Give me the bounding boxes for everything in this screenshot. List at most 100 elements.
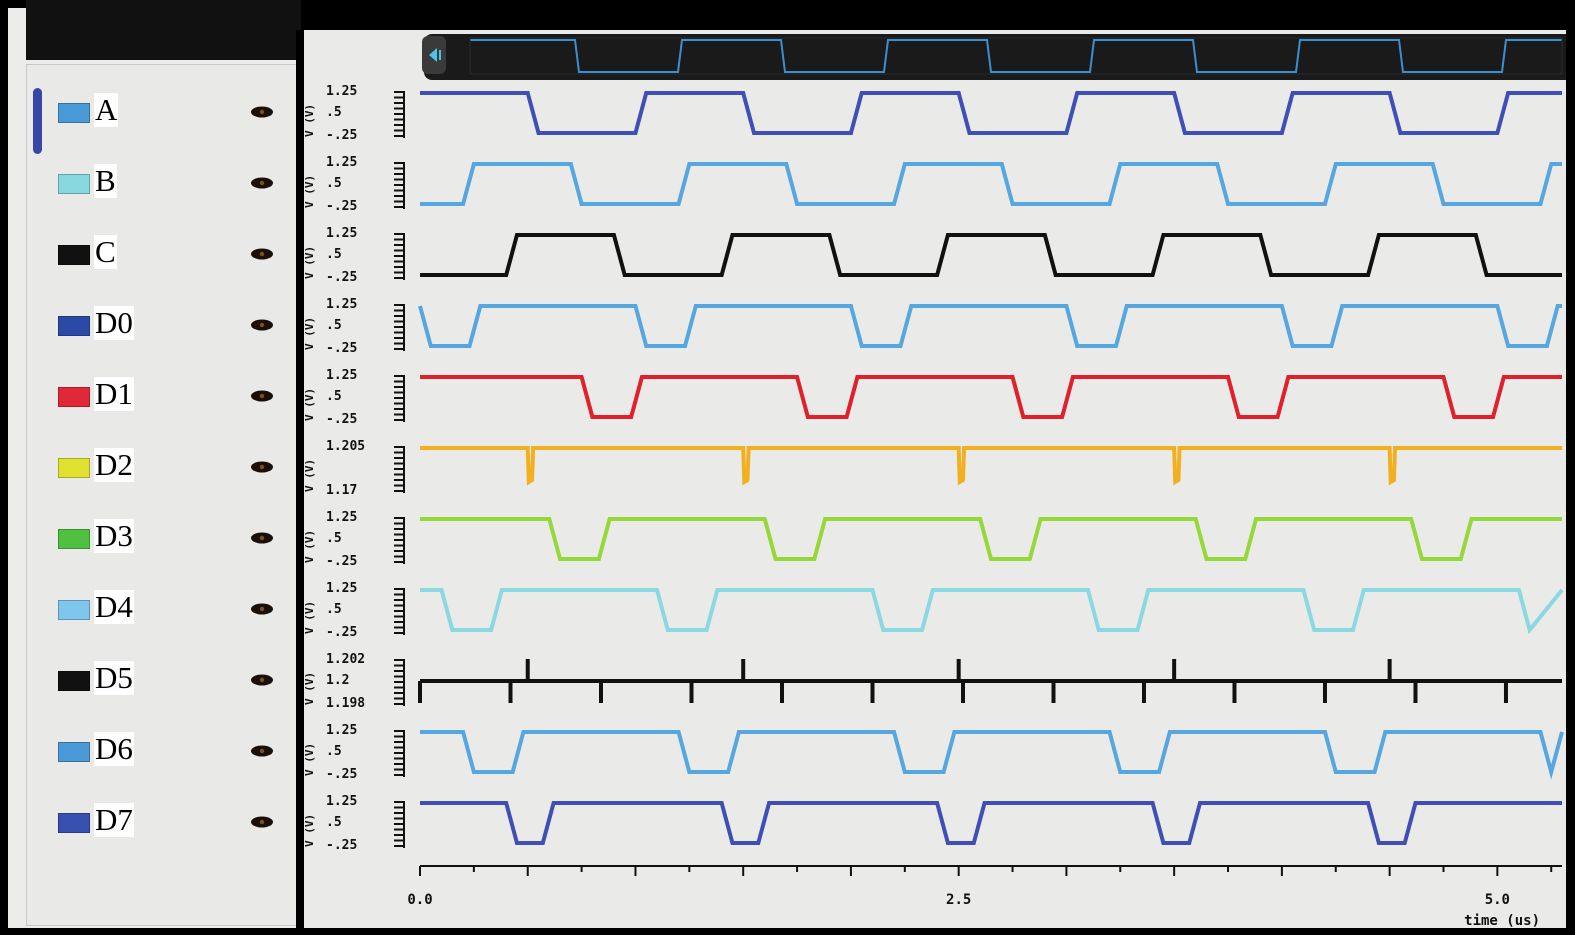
waveform-d6: V (V) 1.25 .5 -.25 (303, 723, 1564, 782)
signal-row-d1[interactable]: D1 (58, 377, 288, 411)
signal-name: C (94, 234, 117, 269)
y-unit-label: V (V) (303, 743, 316, 776)
signal-name: B (94, 163, 117, 198)
eye-icon[interactable] (250, 603, 274, 615)
y-tick-label: .5 (326, 602, 342, 617)
signal-color-swatch[interactable] (58, 529, 90, 549)
y-tick-label: .5 (326, 318, 342, 333)
trace-line (420, 588, 1564, 635)
eye-icon[interactable] (250, 106, 274, 118)
signal-color-swatch[interactable] (58, 600, 90, 620)
x-axis: 0.0 2.5 5.0 time (us) (407, 865, 1562, 929)
y-tick-label: 1.17 (326, 483, 357, 498)
signal-row-d6[interactable]: D6 (58, 732, 288, 766)
trace-line (420, 730, 1564, 780)
y-unit-label: V (V) (303, 672, 316, 705)
signal-name: A (94, 92, 119, 127)
waveform-d4: V (V) 1.25 .5 -.25 (303, 581, 1564, 640)
sidebar-title-bar (26, 0, 301, 60)
eye-icon[interactable] (250, 532, 274, 544)
signal-color-swatch[interactable] (58, 245, 90, 265)
eye-icon[interactable] (250, 674, 274, 686)
waveform-d7: V (V) 1.25 .5 -.25 (303, 794, 1562, 853)
signal-row-b[interactable]: B (58, 164, 288, 198)
signal-row-d4[interactable]: D4 (58, 590, 288, 624)
waveform-c: V (V) 1.25 .5 -.25 (303, 226, 1562, 285)
y-tick-label: 1.25 (326, 723, 357, 738)
y-tick-label: -.25 (326, 270, 357, 285)
signal-list-scrollbar[interactable] (33, 88, 42, 154)
overview-frame (469, 37, 1563, 75)
signal-row-d5[interactable]: D5 (58, 661, 288, 695)
signal-color-swatch[interactable] (58, 742, 90, 762)
signal-color-swatch[interactable] (58, 671, 90, 691)
eye-icon[interactable] (250, 319, 274, 331)
trace-line (420, 375, 1562, 419)
signal-color-swatch[interactable] (58, 458, 90, 478)
overview-line (470, 39, 1562, 73)
trace-line (420, 801, 1562, 845)
y-tick-label: -.25 (326, 625, 357, 640)
trace-line (420, 233, 1562, 277)
signal-row-d2[interactable]: D2 (58, 448, 288, 482)
eye-icon[interactable] (250, 390, 274, 402)
panel-splitter[interactable] (296, 30, 304, 928)
arrow-left-icon (429, 48, 441, 62)
y-tick-label: .5 (326, 247, 342, 262)
y-unit-label: V (V) (303, 104, 316, 137)
eye-icon[interactable] (250, 248, 274, 260)
signal-row-c[interactable]: C (58, 235, 288, 269)
y-tick-label: .5 (326, 105, 342, 120)
signal-color-swatch[interactable] (58, 316, 90, 336)
trace-line (420, 162, 1562, 206)
y-tick-label: 1.25 (326, 155, 357, 170)
signal-row-d7[interactable]: D7 (58, 803, 288, 837)
waveform-d0: V (V) 1.25 .5 -.25 (303, 297, 1562, 356)
x-axis-label: time (us) (1464, 913, 1540, 929)
x-tick-label: 0.0 (407, 892, 432, 908)
waveform-plot-area[interactable] (304, 30, 1566, 928)
y-tick-label: -.25 (326, 199, 357, 214)
y-tick-label: .5 (326, 815, 342, 830)
eye-icon[interactable] (250, 745, 274, 757)
collapse-button[interactable] (422, 36, 446, 74)
x-tick-label: 5.0 (1485, 892, 1510, 908)
y-tick-label: -.25 (326, 128, 357, 143)
signal-name: D6 (94, 731, 134, 766)
y-unit-label: V (V) (303, 388, 316, 421)
y-tick-label: 1.205 (326, 439, 365, 454)
y-tick-label: 1.202 (326, 652, 365, 667)
overview-trace (469, 37, 1563, 75)
y-tick-label: -.25 (326, 412, 357, 427)
y-unit-label: V (V) (303, 814, 316, 847)
eye-icon[interactable] (250, 816, 274, 828)
waveform-d1: V (V) 1.25 .5 -.25 (303, 368, 1562, 427)
signal-row-d0[interactable]: D0 (58, 306, 288, 340)
signal-name: D1 (94, 376, 134, 411)
y-unit-label: V (V) (303, 601, 316, 634)
eye-icon[interactable] (250, 177, 274, 189)
y-tick-label: 1.25 (326, 510, 357, 525)
signal-name: D7 (94, 802, 134, 837)
y-tick-label: .5 (326, 531, 342, 546)
waveform-b: V (V) 1.25 .5 -.25 (303, 155, 1562, 214)
signal-name: D5 (94, 660, 134, 695)
y-unit-label: V (V) (303, 246, 316, 279)
signal-name: D2 (94, 447, 134, 482)
signal-row-d3[interactable]: D3 (58, 519, 288, 553)
signal-color-swatch[interactable] (58, 813, 90, 833)
waveform-d3: V (V) 1.25 .5 -.25 (303, 510, 1562, 569)
signal-name: D3 (94, 518, 134, 553)
signal-color-swatch[interactable] (58, 387, 90, 407)
signal-color-swatch[interactable] (58, 103, 90, 123)
y-tick-label: 1.25 (326, 794, 357, 809)
eye-icon[interactable] (250, 461, 274, 473)
y-tick-label: 1.25 (326, 226, 357, 241)
signal-name: D0 (94, 305, 134, 340)
y-tick-label: -.25 (326, 767, 357, 782)
y-unit-label: V (V) (303, 175, 316, 208)
signal-color-swatch[interactable] (58, 174, 90, 194)
signal-row-a[interactable]: A (58, 93, 288, 127)
y-unit-label: V (V) (303, 459, 316, 492)
